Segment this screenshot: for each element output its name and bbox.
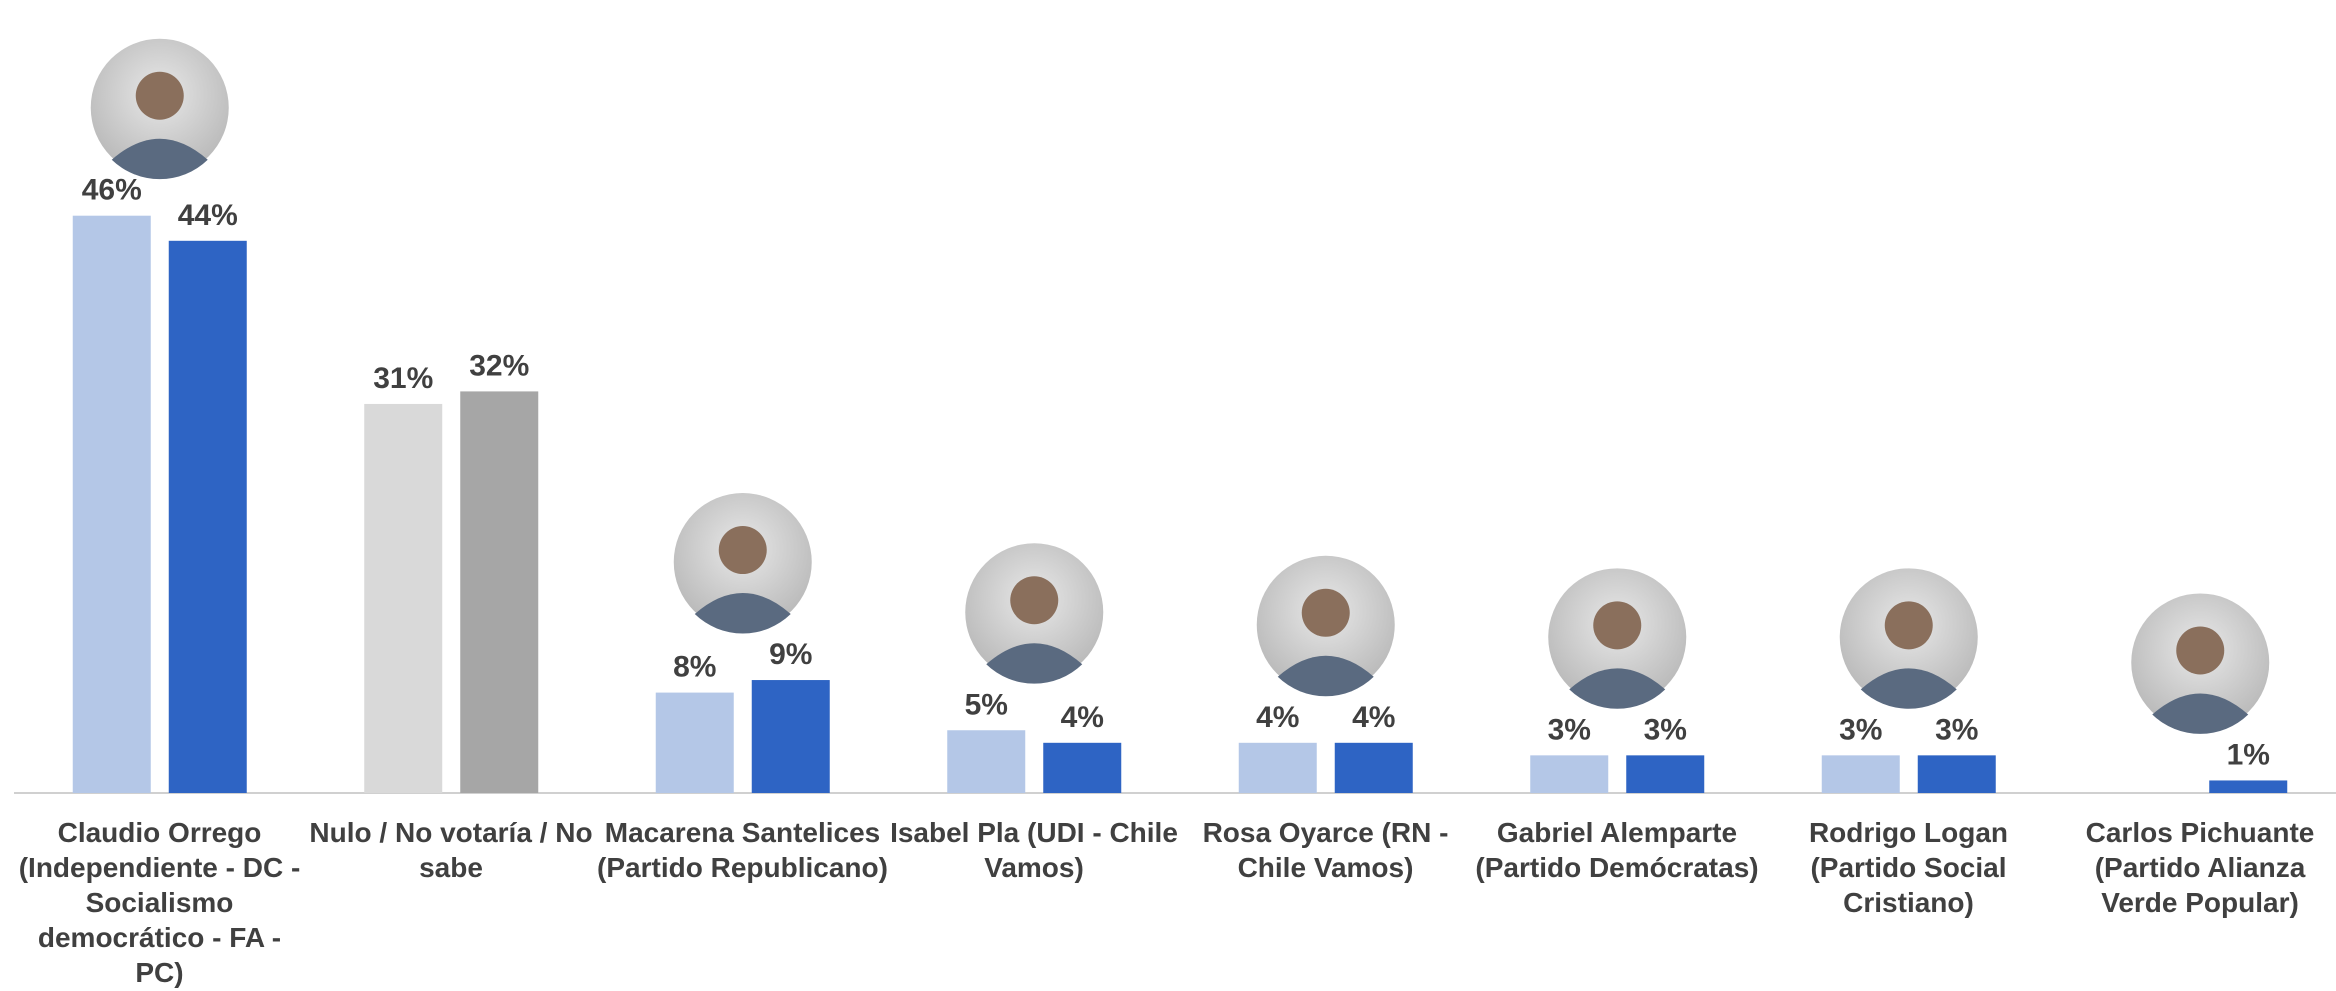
- category-label: Macarena Santelices (Partido Republicano…: [597, 817, 888, 883]
- value-label: 3%: [1644, 713, 1687, 746]
- value-label: 8%: [673, 651, 716, 684]
- value-label: 4%: [1352, 701, 1395, 734]
- bar: [460, 391, 539, 793]
- bar: [1821, 755, 1900, 793]
- value-label: 9%: [769, 638, 812, 671]
- category-label: Gabriel Alemparte (Partido Demócratas): [1475, 817, 1759, 883]
- bar: [947, 730, 1026, 793]
- photo-head: [1010, 576, 1059, 625]
- photo-body: [111, 138, 208, 180]
- category-label: Carlos Pichuante (Partido Alianza Verde …: [2085, 817, 2315, 918]
- photo-head: [135, 71, 184, 120]
- value-label: 3%: [1548, 713, 1591, 746]
- value-label: 46%: [82, 174, 142, 207]
- photo-head: [1884, 601, 1933, 650]
- bar: [1626, 755, 1705, 793]
- category-label: Isabel Pla (UDI - Chile Vamos): [890, 817, 1178, 883]
- bar: [364, 403, 443, 793]
- value-label: 32%: [469, 349, 529, 382]
- bar: [655, 692, 734, 793]
- value-label: 3%: [1935, 713, 1978, 746]
- photo-body: [986, 643, 1083, 684]
- bar: [1917, 755, 1996, 793]
- category-label: Rosa Oyarce (RN - Chile Vamos): [1202, 817, 1449, 883]
- photo-body: [1569, 668, 1666, 709]
- bar: [1334, 742, 1413, 793]
- value-label: 5%: [965, 688, 1008, 721]
- value-label: 1%: [2227, 738, 2270, 771]
- bar: [1238, 742, 1317, 793]
- category-label: Nulo / No votaría / No sabe: [309, 817, 593, 883]
- photo-body: [1277, 655, 1374, 697]
- photo-body: [1860, 668, 1957, 709]
- category-label: Rodrigo Logan (Partido Social Cristiano): [1808, 817, 2009, 918]
- photo-head: [2176, 626, 2225, 675]
- value-label: 3%: [1839, 713, 1882, 746]
- value-label: 44%: [178, 199, 238, 232]
- photo-body: [694, 593, 791, 634]
- bar: [72, 215, 151, 793]
- bar: [1043, 742, 1122, 793]
- photo-head: [1301, 588, 1350, 637]
- bar: [168, 240, 247, 794]
- photo-head: [718, 526, 767, 575]
- category-label: Claudio Orrego (Independiente - DC - Soc…: [18, 817, 301, 988]
- bar: [2209, 780, 2288, 793]
- value-label: 4%: [1061, 701, 1104, 734]
- value-label: 4%: [1256, 701, 1299, 734]
- photo-body: [2152, 693, 2249, 734]
- bar: [751, 680, 830, 793]
- photo-head: [1593, 601, 1642, 650]
- bar: [1530, 755, 1609, 793]
- value-label: 31%: [373, 362, 433, 395]
